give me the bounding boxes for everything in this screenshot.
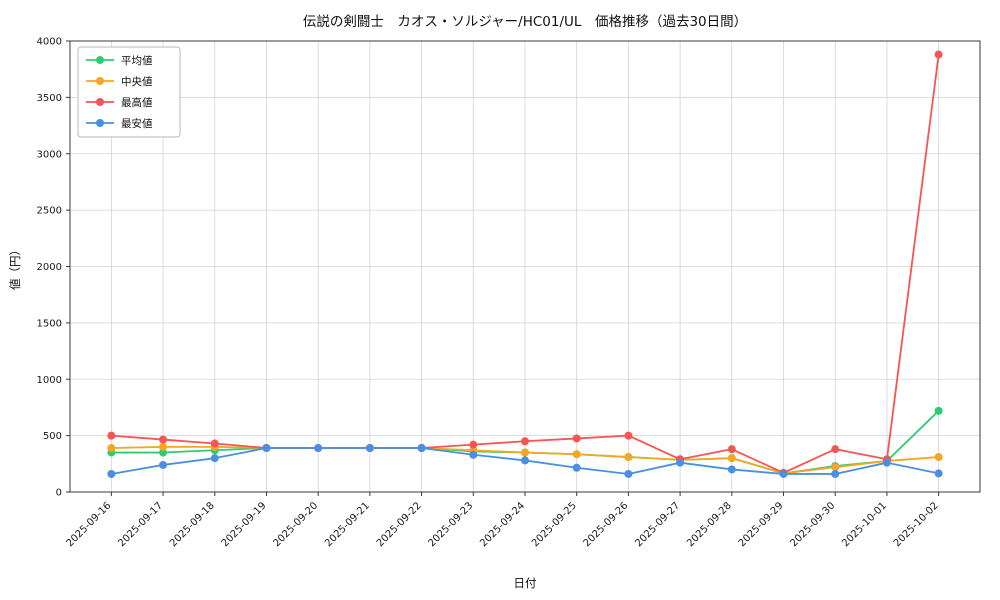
y-axis-label: 値（円） bbox=[8, 244, 22, 290]
x-tick-label: 2025-09-16 bbox=[65, 500, 114, 549]
series-marker-icon bbox=[727, 445, 736, 454]
y-tick-label: 3000 bbox=[37, 149, 62, 160]
series-marker-icon bbox=[210, 439, 219, 448]
series-marker-icon bbox=[882, 458, 891, 467]
legend bbox=[77, 46, 181, 138]
x-tick-label: 2025-09-25 bbox=[530, 500, 579, 549]
series-marker-icon bbox=[831, 463, 840, 472]
legend-marker-icon bbox=[96, 56, 104, 64]
series-marker-icon bbox=[521, 437, 529, 446]
y-tick-label: 4000 bbox=[37, 37, 62, 48]
series-marker-icon bbox=[107, 431, 116, 440]
legend-marker-icon bbox=[96, 119, 104, 127]
series-marker-icon bbox=[779, 469, 788, 478]
series-marker-icon bbox=[572, 450, 581, 459]
y-tick-label: 500 bbox=[43, 431, 62, 442]
y-tick-label: 3500 bbox=[37, 93, 62, 104]
series-marker-icon bbox=[159, 460, 168, 469]
legend-label: 平均値 bbox=[121, 54, 153, 67]
series-marker-icon bbox=[572, 434, 581, 443]
y-tick-label: 0 bbox=[56, 488, 62, 499]
y-tick-label: 1500 bbox=[37, 318, 62, 329]
series-marker-icon bbox=[159, 448, 168, 457]
series-marker-icon bbox=[727, 454, 736, 463]
x-tick-label: 2025-09-17 bbox=[116, 500, 165, 549]
series-marker-icon bbox=[262, 444, 271, 453]
x-tick-label: 2025-10-02 bbox=[892, 500, 941, 549]
x-tick-label: 2025-09-30 bbox=[788, 500, 837, 549]
legend-marker-icon bbox=[96, 77, 104, 85]
series-marker-icon bbox=[314, 444, 323, 453]
y-tick-label: 2500 bbox=[37, 206, 62, 217]
x-tick-label: 2025-09-26 bbox=[582, 500, 631, 549]
series-marker-icon bbox=[159, 442, 168, 451]
series-marker-icon bbox=[934, 406, 943, 415]
series-marker-icon bbox=[572, 463, 581, 472]
x-tick-label: 2025-09-27 bbox=[633, 500, 682, 549]
series-marker-icon bbox=[210, 454, 219, 463]
series-marker-icon bbox=[624, 431, 633, 440]
series-marker-icon bbox=[934, 50, 943, 59]
x-tick-label: 2025-09-23 bbox=[427, 500, 476, 549]
series-marker-icon bbox=[521, 456, 529, 465]
series-marker-icon bbox=[934, 453, 943, 462]
series-marker-icon bbox=[934, 469, 943, 478]
legend-label: 最高値 bbox=[121, 96, 153, 109]
legend-label: 中央値 bbox=[121, 75, 153, 88]
series-marker-icon bbox=[521, 448, 529, 457]
series-marker-icon bbox=[676, 458, 685, 467]
legend-label: 最安値 bbox=[121, 117, 153, 130]
x-tick-label: 2025-09-24 bbox=[478, 500, 527, 549]
series-marker-icon bbox=[417, 444, 426, 453]
series-marker-icon bbox=[831, 445, 840, 454]
y-tick-label: 1000 bbox=[37, 375, 62, 386]
series-marker-icon bbox=[107, 444, 116, 453]
x-tick-label: 2025-09-20 bbox=[271, 500, 320, 549]
series-marker-icon bbox=[831, 469, 840, 478]
y-tick-label: 2000 bbox=[37, 262, 62, 273]
series-marker-icon bbox=[624, 469, 633, 478]
chart-content: 0 500 1000 1500 2000 2500 3000 3500 4000 2025-09-… bbox=[37, 37, 981, 549]
x-tick-label: 2025-09-19 bbox=[220, 500, 269, 549]
series-marker-icon bbox=[159, 435, 168, 444]
legend-marker-icon bbox=[96, 98, 104, 106]
series-marker-icon bbox=[624, 453, 633, 462]
x-tick-label: 2025-09-22 bbox=[375, 500, 424, 549]
x-tick-label: 2025-09-28 bbox=[685, 500, 734, 549]
series-marker-icon bbox=[469, 450, 478, 459]
x-axis-label: 日付 bbox=[514, 576, 537, 590]
x-tick-label: 2025-10-01 bbox=[840, 500, 889, 549]
series-marker-icon bbox=[727, 465, 736, 474]
x-tick-label: 2025-09-21 bbox=[323, 500, 372, 549]
chart-title: 伝説の剣闘士 カオス・ソルジャー/HC01/UL 価格推移（過去30日間） bbox=[303, 14, 747, 30]
series-marker-icon bbox=[107, 469, 116, 478]
series-marker-icon bbox=[365, 444, 374, 453]
x-tick-label: 2025-09-18 bbox=[168, 500, 217, 549]
x-tick-label: 2025-09-29 bbox=[737, 500, 786, 549]
series-marker-icon bbox=[469, 440, 478, 449]
